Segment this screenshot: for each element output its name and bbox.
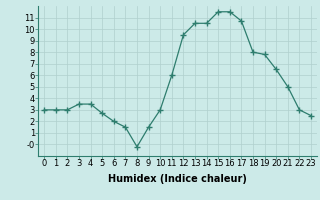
X-axis label: Humidex (Indice chaleur): Humidex (Indice chaleur) — [108, 174, 247, 184]
